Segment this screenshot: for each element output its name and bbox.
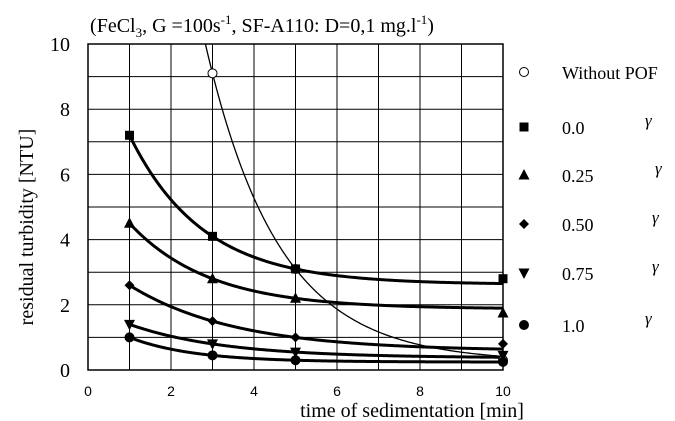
data-point-1_0 <box>124 332 135 343</box>
data-point-0_50 <box>498 338 508 349</box>
data-point-1_0 <box>498 356 508 367</box>
y-tick-label: 8 <box>60 99 70 121</box>
legend-label-5: 1.0 <box>562 316 585 336</box>
y-axis-label: residual turbidity [NTU] <box>16 129 38 326</box>
x-tick-label: 6 <box>333 383 341 399</box>
data-point-0_75 <box>497 350 509 362</box>
data-point-0_75 <box>124 319 135 331</box>
legend-label-2: 0.25 <box>562 166 594 186</box>
y-tick-label: 10 <box>50 34 70 56</box>
series-markers <box>124 68 509 367</box>
legend-gamma-3: γ <box>652 208 660 227</box>
legend-label-1: 0.0 <box>562 118 585 138</box>
legend-marker-2 <box>518 169 530 180</box>
legend-marker-1 <box>519 122 529 132</box>
data-point-0_50 <box>290 332 301 343</box>
data-point-without-pof <box>207 68 218 79</box>
x-tick-label: 4 <box>250 383 258 399</box>
tick-labels: 0 2 4 6 8 10 0 2 4 6 8 10 <box>50 34 511 399</box>
data-point-0_25 <box>290 292 301 303</box>
data-point-0_75 <box>207 339 218 350</box>
data-point-0_0 <box>125 130 134 140</box>
legend-label-3: 0.50 <box>562 215 594 235</box>
legend-gamma-2: γ <box>655 159 663 178</box>
series-line-0_0 <box>128 134 504 286</box>
y-tick-label: 2 <box>60 295 70 317</box>
data-point-0_0 <box>291 264 300 274</box>
y-tick-label: 0 <box>60 360 70 382</box>
data-point-0_25 <box>497 306 509 318</box>
data-point-0_50 <box>124 280 135 291</box>
data-point-0_25 <box>124 217 135 228</box>
data-point-1_0 <box>290 355 301 366</box>
data-point-0_0 <box>498 274 508 284</box>
legend: Without POF 0.0 γ 0.25 γ 0.50 γ 0.75 γ 1.0 γ <box>518 63 663 336</box>
legend-label-0: Without POF <box>562 63 658 83</box>
data-point-0_50 <box>207 316 218 327</box>
data-point-0_25 <box>207 272 218 284</box>
legend-marker-4 <box>518 268 530 279</box>
x-tick-label: 8 <box>416 383 424 399</box>
x-tick-label: 0 <box>84 383 92 399</box>
x-tick-label: 2 <box>167 383 175 399</box>
legend-marker-3 <box>519 219 529 229</box>
legend-gamma-5: γ <box>645 309 653 328</box>
data-point-0_0 <box>208 231 217 241</box>
legend-gamma-1: γ <box>645 111 653 130</box>
legend-marker-0 <box>519 67 529 77</box>
series-lines <box>128 44 504 364</box>
series-line-0_25 <box>128 222 504 310</box>
plot-frame <box>87 43 504 371</box>
x-tick-label: 10 <box>495 383 511 399</box>
legend-marker-5 <box>519 320 529 330</box>
data-point-0_75 <box>290 347 301 359</box>
series-line-0_50 <box>128 283 504 351</box>
series-line-without-pof <box>204 44 504 358</box>
data-point-1_0 <box>207 350 218 361</box>
legend-label-4: 0.75 <box>562 264 594 284</box>
legend-gamma-4: γ <box>652 257 660 276</box>
chart-title: (FeCl3, G =100s-1, SF-A110: D=0,1 mg.l-1… <box>90 12 434 40</box>
grid <box>87 43 504 371</box>
series-line-0_75 <box>129 322 504 359</box>
series-line-1_0 <box>128 335 503 364</box>
y-tick-label: 4 <box>60 230 70 252</box>
y-tick-label: 6 <box>60 164 70 186</box>
x-axis-label: time of sedimentation [min] <box>300 400 524 421</box>
